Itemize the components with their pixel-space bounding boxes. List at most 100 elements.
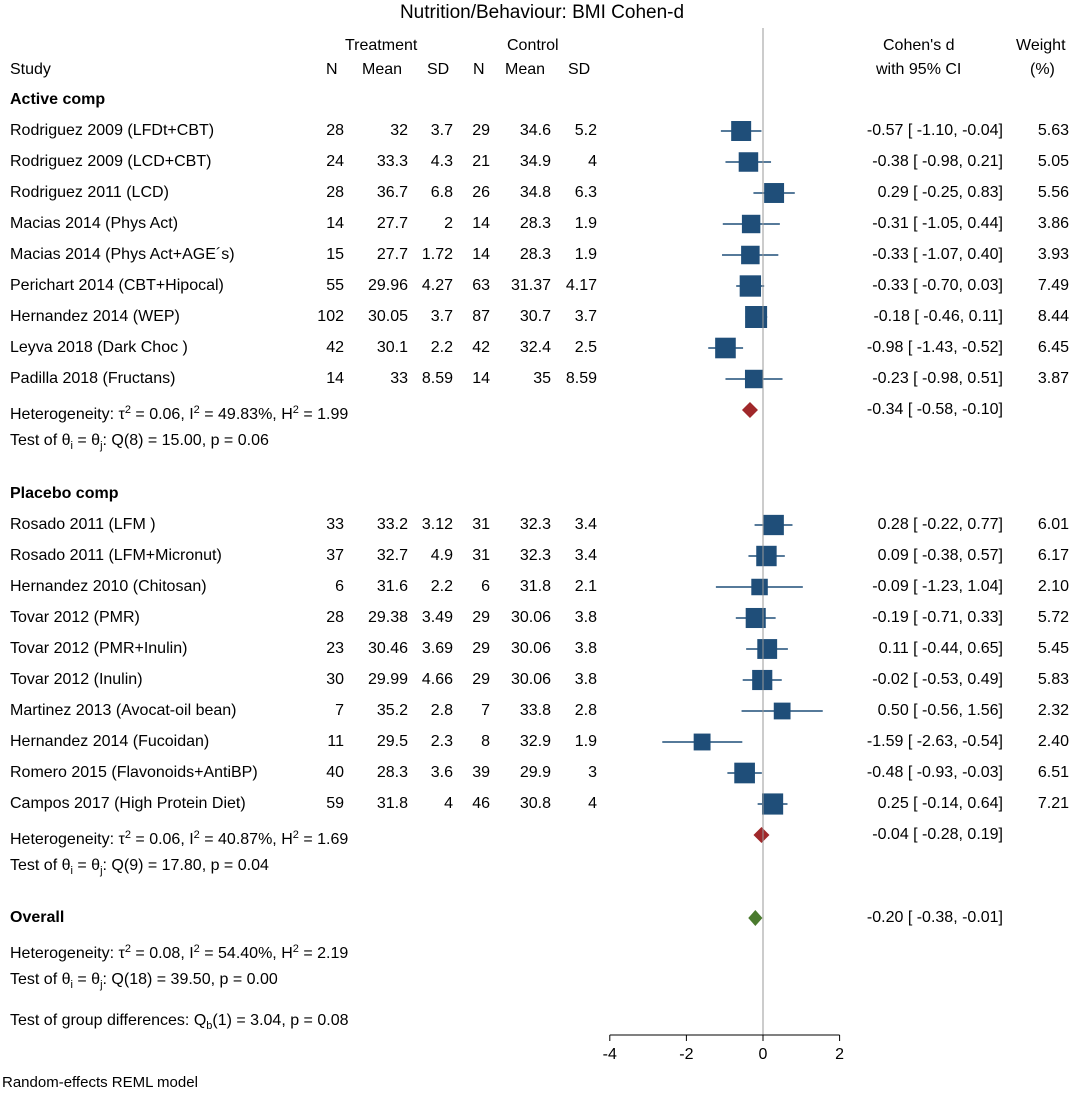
treat-mean: 29.38 <box>367 609 408 626</box>
weight: 7.21 <box>1037 795 1069 812</box>
effect-ci: -0.02 [ -0.53, 0.49] <box>872 671 1003 688</box>
weight: 3.93 <box>1037 246 1069 263</box>
ctrl-mean: 29.9 <box>519 764 551 781</box>
effect-marker <box>741 245 760 265</box>
study-name: Hernandez 2014 (WEP) <box>10 308 180 325</box>
header-t-sd: SD <box>427 61 450 78</box>
x-tick-label: 0 <box>759 1046 768 1063</box>
ctrl-sd: 4.17 <box>565 277 597 294</box>
ctrl-mean: 30.06 <box>510 671 551 688</box>
overall-test-part-0: Test of θ <box>10 971 71 988</box>
treat-sd: 3.49 <box>421 609 453 626</box>
ctrl-n: 39 <box>472 764 490 781</box>
header-c-mean: Mean <box>505 61 546 78</box>
weight: 2.40 <box>1037 733 1069 750</box>
test-text-part-4: : Q(8) = 15.00, p = 0.06 <box>102 432 269 449</box>
treat-mean: 29.96 <box>367 277 408 294</box>
weight: 2.10 <box>1037 578 1069 595</box>
ctrl-sd: 4 <box>588 795 597 812</box>
effect-ci: -0.31 [ -1.05, 0.44] <box>872 215 1003 232</box>
ctrl-sd: 5.2 <box>574 122 597 139</box>
effect-ci: 0.25 [ -0.14, 0.64] <box>877 795 1003 812</box>
effect-marker <box>734 762 755 784</box>
effect-marker <box>752 669 773 691</box>
treat-sd: 4.27 <box>421 277 453 294</box>
ctrl-n: 42 <box>472 339 490 356</box>
study-name: Campos 2017 (High Protein Diet) <box>10 795 246 812</box>
ctrl-mean: 28.3 <box>519 246 551 263</box>
heterogeneity-text-part-1: 2 <box>124 404 131 416</box>
ctrl-mean: 34.9 <box>519 153 551 170</box>
overall-heterogeneity-part-6: = 2.19 <box>298 945 349 962</box>
header-control: Control <box>507 37 559 54</box>
overall-test-part-4: : Q(18) = 39.50, p = 0.00 <box>102 971 278 988</box>
ctrl-mean: 30.7 <box>519 308 551 325</box>
weight: 7.49 <box>1037 277 1069 294</box>
weight: 2.32 <box>1037 702 1069 719</box>
ctrl-sd: 3.8 <box>574 671 597 688</box>
treat-mean: 30.46 <box>367 640 408 657</box>
effect-marker <box>761 793 784 815</box>
ctrl-sd: 4 <box>588 153 597 170</box>
treat-n: 15 <box>326 246 344 263</box>
overall-heterogeneity-part-0: Heterogeneity: τ <box>10 945 125 962</box>
ctrl-sd: 3.4 <box>574 547 597 564</box>
group-difference-test-part-1: b <box>206 1020 213 1032</box>
ctrl-n: 31 <box>472 516 490 533</box>
effect-ci: 0.28 [ -0.22, 0.77] <box>877 516 1003 533</box>
ctrl-mean: 34.6 <box>519 122 551 139</box>
effect-ci: 0.29 [ -0.25, 0.83] <box>877 184 1003 201</box>
effect-ci: 0.11 [ -0.44, 0.65] <box>878 640 1003 657</box>
weight: 6.01 <box>1037 516 1069 533</box>
effect-marker <box>745 306 768 328</box>
ctrl-n: 14 <box>472 370 490 387</box>
heterogeneity-text-part-3: 2 <box>193 404 200 416</box>
treat-mean: 28.3 <box>376 764 408 781</box>
test-text-part-2: = θ <box>72 857 101 874</box>
heterogeneity-text-part-4: = 40.87%, H <box>199 831 293 848</box>
effect-marker <box>745 607 766 629</box>
study-name: Martinez 2013 (Avocat-oil bean) <box>10 702 237 719</box>
pooled-diamond <box>741 402 758 418</box>
treat-mean: 29.5 <box>376 733 408 750</box>
weight: 5.56 <box>1037 184 1069 201</box>
effect-ci: -0.19 [ -0.71, 0.33] <box>872 609 1003 626</box>
study-name: Hernandez 2010 (Chitosan) <box>10 578 207 595</box>
header-weight-bottom: (%) <box>1030 61 1055 78</box>
ctrl-n: 31 <box>472 547 490 564</box>
ctrl-sd: 1.9 <box>574 733 597 750</box>
study-name: Rodriguez 2009 (LCD+CBT) <box>10 153 212 170</box>
effect-marker <box>739 275 762 297</box>
treat-mean: 27.7 <box>376 215 408 232</box>
treat-mean: 30.1 <box>376 339 408 356</box>
treat-mean: 33 <box>390 370 408 387</box>
treat-n: 14 <box>326 215 344 232</box>
header-c-sd: SD <box>568 61 591 78</box>
overall-test: Test of θi = θj: Q(18) = 39.50, p = 0.00 <box>10 971 278 994</box>
ctrl-mean: 28.3 <box>519 215 551 232</box>
test-text-part-0: Test of θ <box>10 432 71 449</box>
pooled-diamond <box>753 827 770 843</box>
treat-sd: 4.66 <box>421 671 453 688</box>
ctrl-sd: 2.5 <box>574 339 597 356</box>
heterogeneity-text-part-2: = 0.06, I <box>130 831 194 848</box>
treat-sd: 4.3 <box>430 153 453 170</box>
effect-ci: -0.38 [ -0.98, 0.21] <box>872 153 1003 170</box>
effect-marker <box>757 639 778 659</box>
effect-ci: -1.59 [ -2.63, -0.54] <box>866 733 1003 750</box>
weight: 5.72 <box>1037 609 1069 626</box>
weight: 5.05 <box>1037 153 1069 170</box>
ctrl-mean: 32.9 <box>519 733 551 750</box>
group-difference-test-part-0: Test of group differences: Q <box>10 1012 207 1029</box>
treat-n: 23 <box>326 640 344 657</box>
ctrl-sd: 3.8 <box>574 609 597 626</box>
treat-n: 30 <box>326 671 344 688</box>
treat-sd: 3.12 <box>421 516 453 533</box>
effect-marker <box>715 337 736 359</box>
header-treatment: Treatment <box>345 37 418 54</box>
ctrl-mean: 33.8 <box>519 702 551 719</box>
effect-ci: -0.18 [ -0.46, 0.11] <box>873 308 1003 325</box>
chart-title: Nutrition/Behaviour: BMI Cohen-d <box>399 2 685 23</box>
overall-heterogeneity-part-4: = 54.40%, H <box>199 945 293 962</box>
overall-diamond <box>748 910 763 926</box>
